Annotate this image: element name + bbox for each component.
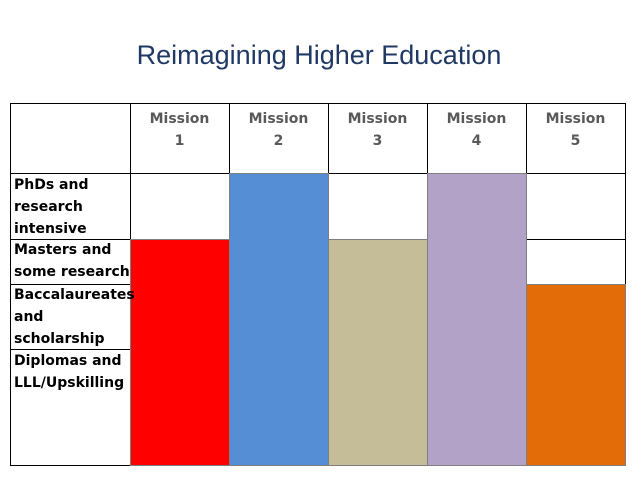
column-header: Mission: [150, 111, 210, 127]
row-label: research: [14, 199, 83, 215]
column-header: Mission: [249, 111, 309, 127]
row-label: Baccalaureates: [14, 287, 135, 303]
column-header: 4: [472, 133, 482, 149]
column-header: Mission: [546, 111, 606, 127]
column-header: 2: [274, 133, 284, 149]
mission-blocks: [130, 173, 626, 466]
mission-block: [328, 239, 428, 466]
column-header: Mission: [348, 111, 408, 127]
row-label: intensive: [14, 221, 87, 237]
mission-block: [229, 173, 329, 466]
row-label: and: [14, 309, 43, 325]
row-label: LLL/Upskilling: [14, 375, 124, 391]
mission-block: [130, 239, 230, 466]
row-label: some research: [14, 264, 130, 280]
column-header: Mission: [447, 111, 507, 127]
column-header: 1: [175, 133, 185, 149]
column-header: 5: [571, 133, 581, 149]
row-label: PhDs and: [14, 177, 89, 193]
row-label: Masters and: [14, 242, 111, 258]
slide-title: Reimagining Higher Education: [137, 40, 502, 70]
mission-block: [427, 173, 527, 466]
row-label: Diplomas and: [14, 353, 122, 369]
row-label: scholarship: [14, 331, 105, 347]
mission-block: [526, 284, 626, 466]
column-header: 3: [373, 133, 383, 149]
